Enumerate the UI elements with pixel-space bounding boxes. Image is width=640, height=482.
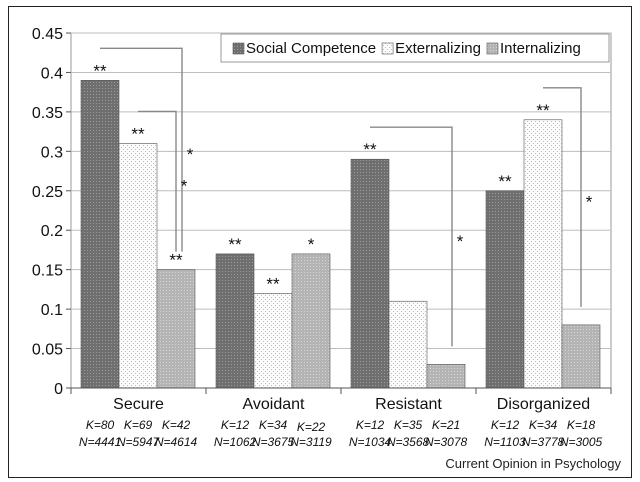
comparison-bracket: [543, 87, 582, 307]
y-tick-label: 0.15: [32, 263, 63, 280]
k-count-label: K=12: [221, 418, 250, 432]
bar: [80, 80, 120, 389]
significance-star: **: [363, 140, 377, 159]
n-count-label: N=3078: [425, 435, 468, 449]
n-count-label: N=1103: [484, 435, 526, 449]
y-tick-label: 0.2: [41, 223, 63, 240]
bracket-star: *: [457, 232, 464, 251]
y-tick-label: 0.05: [32, 342, 63, 359]
n-count-label: N=3778: [522, 435, 565, 449]
significance-star: **: [536, 101, 550, 120]
legend-label: Externalizing: [395, 40, 481, 57]
n-count-label: N=1062: [214, 435, 257, 449]
attachment-bar-chart: ***************** **** 00.050.10.150.20.…: [32, 26, 612, 449]
significance-star: **: [498, 172, 512, 191]
y-tick-label: 0.45: [32, 26, 63, 43]
bar: [388, 300, 428, 389]
n-count-label: N=4614: [155, 435, 198, 449]
n-count-label: N=1034: [349, 435, 392, 449]
comparison-bracket: [370, 126, 453, 347]
k-count-label: K=35: [394, 418, 423, 432]
k-count-label: K=18: [567, 418, 596, 432]
significance-star: **: [266, 274, 280, 293]
legend-box: [220, 33, 610, 63]
k-count-label: K=34: [259, 418, 288, 432]
k-count-label: K=69: [124, 418, 153, 432]
n-count-label: N=5947: [117, 435, 161, 449]
comparison-bracket: [138, 110, 177, 252]
category-label: Secure: [113, 396, 164, 413]
y-tick-label: 0.1: [41, 302, 63, 319]
k-count-label: K=12: [356, 418, 385, 432]
k-count-label: K=42: [162, 418, 191, 432]
comparison-bracket: [100, 47, 183, 252]
n-count-label: N=3119: [290, 435, 332, 449]
k-count-label: K=34: [529, 418, 558, 432]
n-count-label: N=4441: [79, 435, 121, 449]
legend-label: Internalizing: [500, 40, 581, 57]
bracket-star: *: [187, 145, 194, 164]
significance-star: **: [93, 61, 107, 80]
category-label: Disorganized: [497, 396, 590, 413]
significance-star: **: [169, 251, 183, 270]
bar: [561, 324, 601, 389]
legend-swatch: [232, 42, 245, 55]
bar: [485, 190, 525, 389]
k-count-label: K=80: [86, 418, 115, 432]
y-tick-label: 0: [54, 381, 63, 398]
legend-swatch: [486, 42, 499, 55]
chart-frame: ** ** ** ** ** * ** ** ** * * * * 0 0.05 0.1 0.15 0.2 0.…: [8, 6, 632, 478]
bar: [156, 269, 196, 389]
legend-swatch: [381, 42, 394, 55]
bar: [291, 253, 331, 389]
bar: [253, 293, 293, 389]
category-label: Resistant: [375, 396, 442, 413]
bar: [350, 158, 390, 389]
bracket-star: *: [181, 177, 188, 196]
bar: [523, 119, 563, 389]
y-tick-label: 0.35: [32, 105, 63, 122]
bar: [118, 143, 158, 389]
k-count-label: K=21: [432, 418, 460, 432]
category-label: Avoidant: [243, 396, 306, 413]
n-count-label: N=3568: [387, 435, 430, 449]
y-tick-label: 0.25: [32, 184, 63, 201]
bracket-star: *: [586, 192, 593, 211]
source-caption: Current Opinion in Psychology: [445, 456, 621, 471]
significance-star: **: [131, 124, 145, 143]
y-tick-label: 0.4: [41, 65, 63, 82]
k-count-label: K=12: [491, 418, 520, 432]
legend-label: Social Competence: [246, 40, 376, 57]
k-count-label: K=22: [297, 420, 326, 434]
significance-star: *: [308, 235, 315, 254]
bar: [426, 364, 466, 389]
y-tick-label: 0.3: [41, 144, 63, 161]
n-count-label: N=3005: [560, 435, 603, 449]
n-count-label: N=3675: [252, 435, 295, 449]
bar: [215, 253, 255, 389]
significance-star: **: [228, 235, 242, 254]
